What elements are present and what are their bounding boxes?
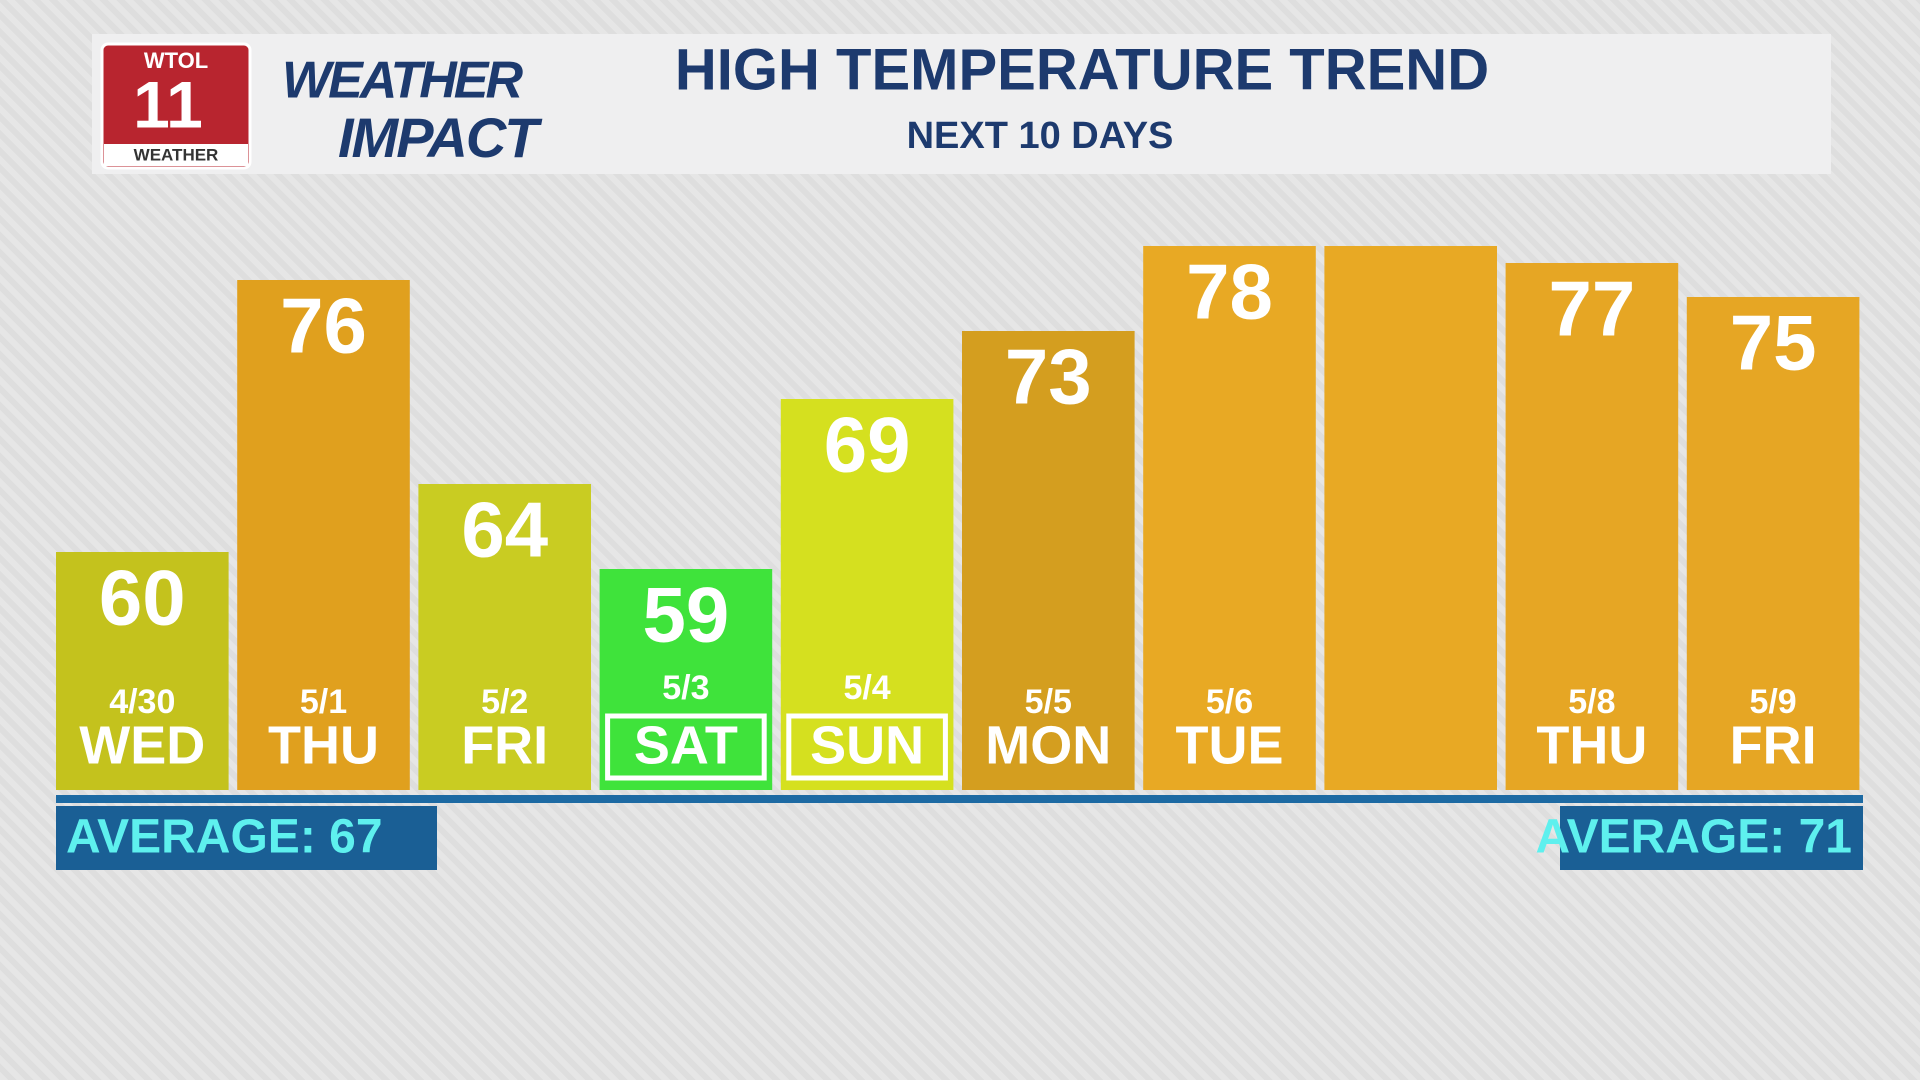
value-label: 73: [1005, 333, 1092, 421]
date-label: 5/5: [1025, 683, 1072, 721]
date-label: 5/9: [1749, 683, 1796, 721]
chart-title: HIGH TEMPERATURE TREND: [675, 37, 1489, 102]
date-label: 5/6: [1206, 683, 1253, 721]
value-label: 64: [461, 486, 548, 574]
average-box: [1560, 806, 1863, 870]
logo-station: WTOL: [144, 48, 208, 73]
average-box: [56, 806, 437, 870]
value-label: 77: [1549, 265, 1636, 353]
day-label: SUN: [810, 715, 924, 775]
day-label: TUE: [1176, 715, 1284, 775]
logo-strip: [104, 144, 248, 166]
value-label: 59: [643, 571, 730, 659]
average-label: AVERAGE: 71: [1535, 811, 1852, 864]
station-logo: [100, 42, 252, 170]
date-label: 4/30: [109, 683, 175, 721]
bar: [56, 552, 229, 790]
value-label: 69: [824, 401, 911, 489]
bar: [1324, 246, 1497, 790]
day-box: [786, 713, 948, 781]
day-label: FRI: [461, 715, 548, 775]
day-box: [605, 713, 767, 781]
value-label: 78: [1186, 248, 1273, 336]
average-label: AVERAGE: 67: [66, 811, 383, 864]
value-label: 60: [99, 554, 186, 642]
value-label: 75: [1730, 299, 1817, 387]
header-band: [92, 34, 1831, 174]
bar: [1143, 246, 1316, 790]
day-label: THU: [268, 715, 379, 775]
day-label: FRI: [1730, 715, 1817, 775]
bar: [599, 569, 773, 790]
bar: [1686, 297, 1860, 790]
bar: [237, 280, 410, 790]
date-label: 5/4: [843, 669, 890, 707]
date-label: 5/3: [662, 669, 709, 707]
bar: [418, 484, 591, 790]
bar: [1505, 263, 1679, 790]
value-label: 76: [280, 282, 367, 370]
day-label: MON: [985, 715, 1111, 775]
date-label: 5/2: [481, 683, 528, 721]
average-line: [56, 795, 1863, 803]
logo-tag: WEATHER: [134, 145, 219, 164]
chart-subtitle: NEXT 10 DAYS: [907, 115, 1174, 157]
bar: [780, 399, 954, 790]
date-label: 5/8: [1568, 683, 1615, 721]
logo-channel: 11: [133, 67, 203, 141]
day-label: THU: [1536, 715, 1647, 775]
day-label: WED: [79, 715, 205, 775]
brand-line1: WEATHER: [282, 52, 523, 110]
bar: [962, 331, 1135, 790]
day-label: SAT: [634, 715, 738, 775]
brand-line2: IMPACT: [338, 106, 543, 169]
date-label: 5/1: [300, 683, 347, 721]
